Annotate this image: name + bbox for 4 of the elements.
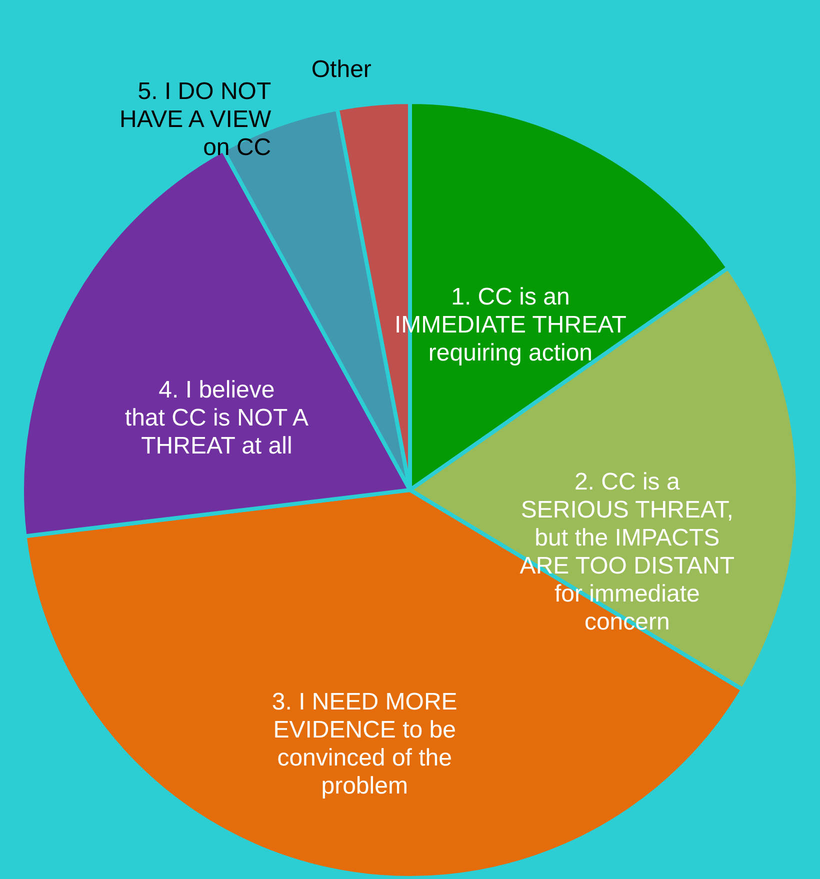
slice-label: 4. I believe that CC is NOT A THREAT at all [124, 376, 309, 460]
slice-label: Other [311, 56, 372, 83]
slice-label: 5. I DO NOT HAVE A VIEW on CC [120, 78, 272, 162]
slice-label: 3. I NEED MORE EVIDENCE to be convinced of the problem [272, 688, 458, 800]
